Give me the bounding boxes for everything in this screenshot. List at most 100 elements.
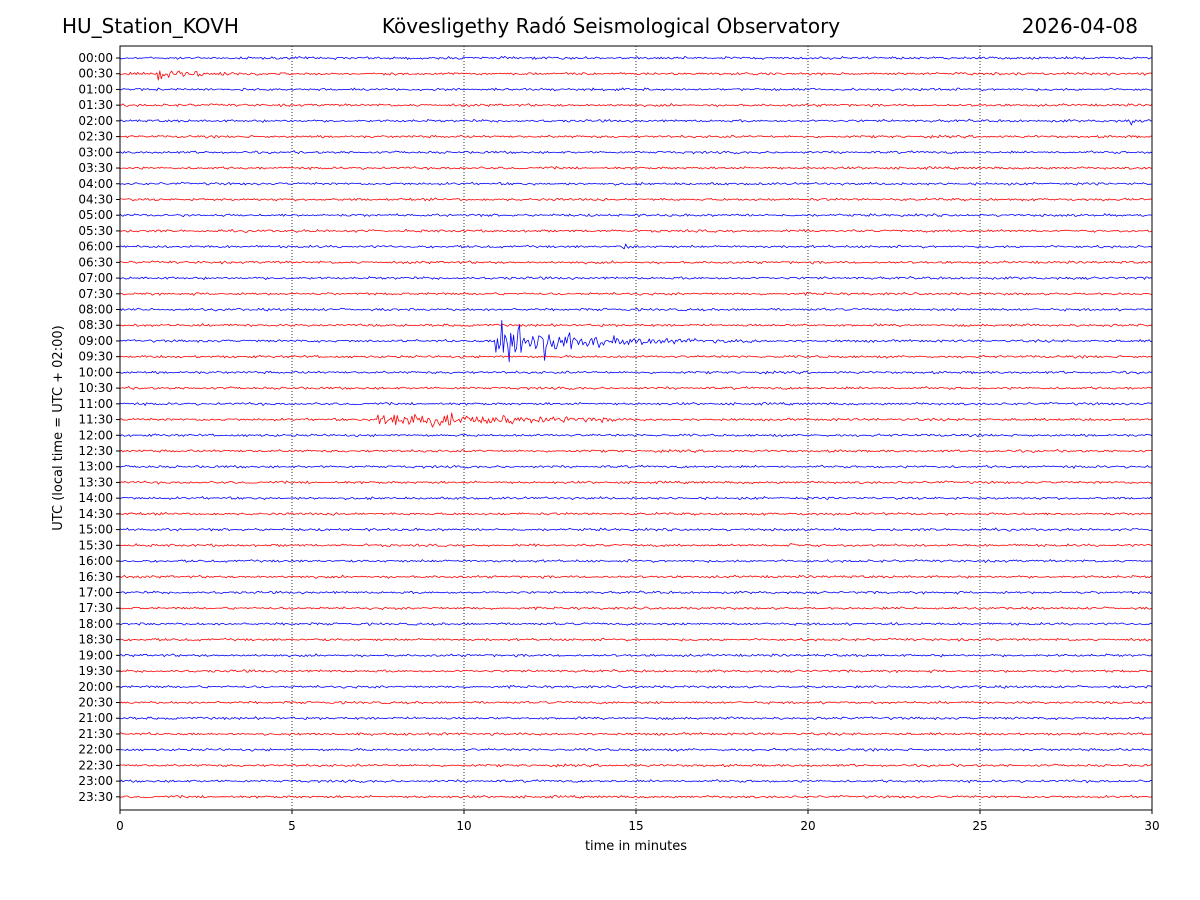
x-tick-label: 15 <box>628 819 643 833</box>
y-tick-label: 04:00 <box>78 177 113 191</box>
y-tick-label: 15:30 <box>78 538 113 552</box>
x-axis-label: time in minutes <box>585 839 687 854</box>
trace-1700 <box>119 590 1153 595</box>
trace-0630 <box>119 260 1153 265</box>
y-tick-label: 06:30 <box>78 255 113 269</box>
y-tick-label: 02:30 <box>78 130 113 144</box>
y-tick-label: 00:30 <box>78 67 113 81</box>
y-tick-label: 20:30 <box>78 696 113 710</box>
trace-0730 <box>119 291 1153 296</box>
y-tick-label: 00:00 <box>78 51 113 65</box>
y-tick-label: 07:00 <box>78 271 113 285</box>
trace-1200 <box>119 433 1153 438</box>
y-tick-label: 06:00 <box>78 240 113 254</box>
trace-2130 <box>119 732 1153 736</box>
y-tick-label: 13:30 <box>78 475 113 489</box>
y-tick-label: 17:00 <box>78 585 113 599</box>
grid-lines <box>291 46 981 810</box>
trace-0600 <box>119 243 1153 250</box>
y-tick-label: 12:00 <box>78 428 113 442</box>
y-tick-label: 15:00 <box>78 523 113 537</box>
y-tick-label: 19:30 <box>78 664 113 678</box>
y-tick-label: 01:00 <box>78 82 113 96</box>
y-tick-label: 10:00 <box>78 365 113 379</box>
y-tick-label: 23:00 <box>78 774 113 788</box>
y-tick-label: 05:00 <box>78 208 113 222</box>
trace-1530 <box>119 543 1153 548</box>
trace-2330 <box>119 794 1153 799</box>
y-tick-label: 19:00 <box>78 648 113 662</box>
trace-1900 <box>119 653 1153 658</box>
y-axis-label: UTC (local time = UTC + 02:00) <box>51 325 66 530</box>
trace-1630 <box>119 574 1153 579</box>
y-tick-label: 11:00 <box>78 397 113 411</box>
trace-0330 <box>120 166 1152 171</box>
trace-1400 <box>119 496 1153 501</box>
x-tick-label: 30 <box>1144 819 1159 833</box>
y-tick-label: 21:30 <box>78 727 113 741</box>
trace-1130 <box>119 412 1153 428</box>
trace-2200 <box>119 747 1153 752</box>
x-tick-label: 5 <box>288 819 296 833</box>
y-tick-label: 02:00 <box>78 114 113 128</box>
y-tick-label: 12:30 <box>78 444 113 458</box>
chart-title: Kövesligethy Radó Seismological Observat… <box>381 14 841 38</box>
y-tick-label: 14:30 <box>78 507 113 521</box>
trace-0200 <box>119 118 1153 126</box>
y-tick-label: 01:30 <box>78 98 113 112</box>
trace-1600 <box>119 559 1153 563</box>
chart-date: 2026-04-08 <box>1021 14 1138 38</box>
y-tick-label: 23:30 <box>78 790 113 804</box>
trace-1800 <box>119 622 1153 626</box>
y-tick-label: 08:30 <box>78 318 113 332</box>
y-tick-label: 14:00 <box>78 491 113 505</box>
y-tick-label: 16:00 <box>78 554 113 568</box>
trace-0230 <box>119 134 1153 139</box>
y-tick-label: 04:30 <box>78 192 113 206</box>
trace-0430 <box>119 197 1153 202</box>
trace-1730 <box>119 606 1153 611</box>
x-tick-label: 0 <box>116 819 124 833</box>
y-tick-label: 22:30 <box>78 758 113 772</box>
x-axis-ticks: 0 5 10 15 20 25 30 <box>116 810 1160 833</box>
x-tick-label: 10 <box>456 819 471 833</box>
y-tick-label: 20:00 <box>78 680 113 694</box>
y-tick-label: 05:30 <box>78 224 113 238</box>
trace-0530 <box>119 228 1153 233</box>
y-tick-label: 09:00 <box>78 334 113 348</box>
y-tick-label: 08:00 <box>78 303 113 317</box>
seismogram-traces <box>119 55 1153 799</box>
trace-0000 <box>119 55 1153 60</box>
trace-0300 <box>119 150 1153 155</box>
trace-1000 <box>119 370 1153 375</box>
trace-2230 <box>119 763 1153 768</box>
station-name: HU_Station_KOVH <box>62 14 239 38</box>
trace-0030 <box>119 70 1153 81</box>
trace-0800 <box>119 307 1153 312</box>
trace-1300 <box>119 464 1153 469</box>
x-tick-label: 20 <box>800 819 815 833</box>
y-tick-label: 18:00 <box>78 617 113 631</box>
y-tick-label: 03:30 <box>78 161 113 175</box>
y-tick-label: 22:00 <box>78 743 113 757</box>
trace-0130 <box>119 103 1153 108</box>
y-tick-label: 16:30 <box>78 570 113 584</box>
trace-2300 <box>119 779 1153 784</box>
y-tick-label: 07:30 <box>78 287 113 301</box>
y-tick-label: 11:30 <box>78 413 113 427</box>
y-tick-label: 18:30 <box>78 633 113 647</box>
trace-1500 <box>119 527 1153 532</box>
trace-0900 <box>119 319 1153 363</box>
x-tick-label: 25 <box>972 819 987 833</box>
trace-1430 <box>119 512 1153 516</box>
y-tick-label: 03:00 <box>78 145 113 159</box>
trace-1030 <box>119 386 1153 391</box>
trace-2100 <box>119 716 1153 721</box>
trace-0400 <box>119 181 1153 186</box>
trace-0700 <box>119 275 1153 281</box>
trace-0100 <box>119 87 1153 92</box>
trace-1230 <box>119 448 1153 454</box>
y-tick-label: 13:00 <box>78 460 113 474</box>
